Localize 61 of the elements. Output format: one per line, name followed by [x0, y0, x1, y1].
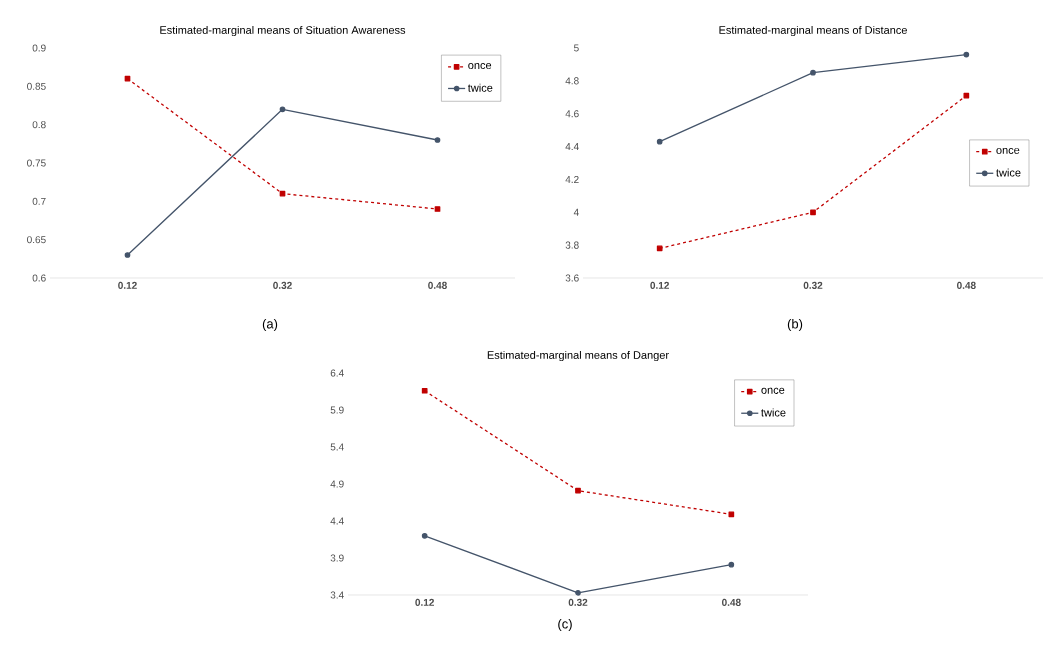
y-tick-label: 0.75	[27, 159, 46, 167]
y-tick-label: 4	[573, 208, 579, 216]
text: (c)	[558, 618, 572, 632]
y-tick-label: 5.4	[330, 443, 344, 451]
y-tick-label: 0.9	[32, 44, 46, 52]
y-tick-label: 0.8	[32, 121, 46, 129]
point	[810, 69, 816, 76]
y-tick-label: 0.85	[27, 82, 46, 90]
y-tick-label: 0.6	[32, 274, 46, 282]
point	[434, 206, 441, 212]
text: (b)	[787, 318, 803, 332]
point	[810, 209, 816, 216]
x-tick-label: 0.12	[415, 598, 434, 606]
point	[279, 106, 286, 113]
chart-title: Estimated-marginal means of Situation Awareness	[160, 25, 406, 37]
point	[279, 190, 286, 197]
chart-title: Estimated-marginal means of Danger	[487, 350, 669, 362]
y-tick-label: 3.4	[330, 591, 344, 599]
point	[575, 487, 581, 494]
point	[963, 51, 970, 58]
x-tick-label: 0.48	[722, 598, 741, 606]
point	[124, 75, 131, 82]
y-tick-label: 3.6	[565, 274, 579, 282]
legend-label: twice	[467, 83, 493, 92]
point	[575, 589, 581, 596]
point	[421, 532, 428, 539]
point	[434, 137, 441, 143]
x-tick-label: 0.12	[118, 281, 137, 289]
legend-label: twice	[996, 168, 1021, 177]
x-tick-label: 0.48	[428, 281, 447, 289]
text: (a)	[262, 318, 278, 332]
legend-label: once	[761, 387, 785, 394]
point	[124, 252, 131, 258]
x-tick-label: 0.12	[650, 281, 669, 289]
x-tick-label: 0.32	[273, 281, 292, 289]
y-tick-label: 5	[573, 44, 579, 52]
y-tick-label: 4.6	[565, 110, 579, 118]
y-tick-label: 3.9	[330, 554, 344, 562]
y-tick-label: 4.2	[565, 175, 579, 183]
legend-label: once	[468, 63, 492, 70]
point	[728, 511, 735, 518]
y-tick-label: 0.65	[27, 236, 46, 244]
point	[728, 561, 735, 568]
chart-title: Estimated-marginal means of Distance	[719, 25, 907, 37]
y-tick-label: 4.9	[330, 480, 344, 488]
y-tick-label: 0.7	[32, 197, 46, 205]
x-tick-label: 0.48	[957, 281, 976, 289]
point	[656, 138, 663, 145]
y-tick-label: 5.9	[330, 406, 344, 414]
x-tick-label: 0.32	[568, 598, 588, 606]
point	[421, 387, 428, 394]
legend-label: once	[996, 147, 1020, 154]
point	[656, 245, 663, 252]
y-tick-label: 3.8	[565, 241, 579, 249]
y-tick-label: 4.8	[565, 77, 579, 85]
legend-label: twice	[761, 408, 786, 417]
y-tick-label: 4.4	[330, 517, 344, 525]
point	[963, 92, 970, 99]
y-tick-label: 6.4	[330, 369, 344, 377]
x-tick-label: 0.32	[803, 281, 823, 289]
y-tick-label: 4.4	[565, 143, 579, 151]
